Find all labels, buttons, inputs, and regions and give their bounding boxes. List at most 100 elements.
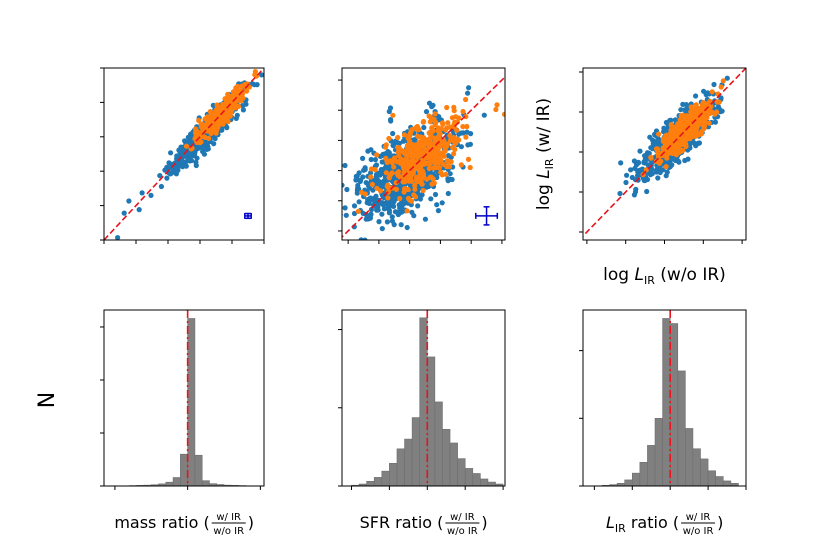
- point-orange: [684, 130, 690, 136]
- point-orange: [444, 125, 450, 131]
- hist-bar: [692, 448, 701, 487]
- x-axis-label: mass ratio (w/ IR w/o IR): [114, 512, 254, 537]
- point-orange: [414, 123, 420, 130]
- point-blue: [386, 204, 392, 210]
- point-blue: [749, 70, 754, 75]
- point-orange: [464, 123, 470, 130]
- point-blue: [383, 199, 390, 206]
- point-blue: [126, 198, 132, 204]
- point-blue: [173, 171, 179, 177]
- point-orange: [368, 174, 374, 180]
- point-orange: [412, 182, 418, 189]
- point-blue: [718, 95, 724, 101]
- point-blue: [380, 200, 386, 206]
- point-orange: [437, 155, 443, 161]
- point-blue: [354, 190, 360, 196]
- hist-bar: [639, 462, 648, 487]
- y-axis-label: log LIR (w/ IR): [534, 98, 556, 210]
- point-orange: [426, 165, 432, 172]
- hist-bar: [685, 428, 694, 487]
- point-blue: [370, 187, 376, 193]
- point-blue: [200, 145, 206, 151]
- point-orange: [718, 84, 724, 90]
- point-blue: [356, 199, 362, 205]
- point-blue: [711, 81, 717, 88]
- hist-bar: [172, 477, 181, 487]
- point-orange: [447, 133, 453, 139]
- point-blue: [269, 64, 274, 69]
- point-blue: [649, 171, 655, 177]
- point-blue: [695, 140, 701, 146]
- point-blue: [193, 162, 199, 169]
- point-orange: [430, 176, 436, 182]
- point-blue: [671, 155, 677, 161]
- point-orange: [220, 119, 226, 125]
- hist-bar: [180, 453, 188, 487]
- hist-bar: [669, 323, 679, 487]
- point-orange: [383, 155, 389, 161]
- point-orange: [442, 148, 448, 154]
- point-blue: [148, 192, 154, 198]
- point-blue: [396, 140, 402, 146]
- point-orange: [252, 69, 258, 75]
- axes-sfr_hist: SFR ratio (w/ IR w/o IR): [338, 309, 506, 537]
- point-blue: [639, 166, 646, 172]
- point-orange: [702, 116, 709, 122]
- point-blue: [391, 203, 397, 209]
- point-orange: [401, 150, 407, 156]
- point-orange: [501, 111, 505, 117]
- point-blue: [380, 151, 386, 157]
- point-blue: [415, 203, 421, 209]
- point-blue: [180, 159, 186, 165]
- point-blue: [157, 173, 163, 179]
- point-orange: [396, 145, 402, 151]
- point-orange: [688, 109, 694, 115]
- point-blue: [379, 226, 385, 232]
- point-blue: [628, 167, 634, 173]
- point-orange: [436, 159, 442, 166]
- point-orange: [396, 149, 402, 155]
- point-blue: [361, 167, 367, 173]
- x-axis-label: LIR ratio (w/ IR w/o IR): [606, 512, 723, 537]
- point-orange: [707, 110, 713, 117]
- point-blue: [434, 202, 440, 208]
- point-orange: [347, 256, 352, 261]
- x-axis-label-close: ): [717, 513, 723, 532]
- bottom-row-ylabel: N: [35, 392, 60, 408]
- point-orange: [427, 119, 433, 125]
- x-axis-label-close: ): [248, 513, 254, 532]
- point-orange: [664, 155, 670, 161]
- point-orange: [374, 152, 380, 158]
- point-blue: [358, 237, 364, 240]
- hist-bar: [677, 370, 686, 487]
- point-blue: [357, 177, 364, 183]
- one-to-one-line: [104, 68, 264, 240]
- point-orange: [463, 134, 469, 140]
- point-blue: [421, 124, 427, 131]
- point-orange: [244, 88, 250, 94]
- point-orange: [414, 159, 420, 165]
- point-blue: [342, 205, 348, 211]
- point-orange: [671, 125, 677, 131]
- point-orange: [374, 185, 380, 191]
- point-blue: [368, 156, 374, 163]
- point-blue: [654, 138, 661, 144]
- hist-bar: [426, 356, 436, 487]
- hist-bar: [707, 470, 716, 487]
- point-orange: [372, 167, 378, 173]
- point-orange: [456, 137, 462, 143]
- point-blue: [481, 112, 487, 118]
- point-orange: [390, 112, 396, 118]
- point-blue: [186, 156, 192, 162]
- hist-bar: [449, 442, 458, 487]
- point-orange: [672, 129, 678, 135]
- point-blue: [419, 192, 425, 198]
- point-orange: [697, 121, 703, 127]
- hist-bar: [419, 317, 428, 487]
- point-orange: [458, 162, 464, 168]
- point-blue: [712, 119, 719, 125]
- point-orange: [693, 104, 700, 110]
- point-blue: [240, 103, 246, 109]
- point-orange: [402, 179, 408, 185]
- point-blue: [429, 104, 435, 110]
